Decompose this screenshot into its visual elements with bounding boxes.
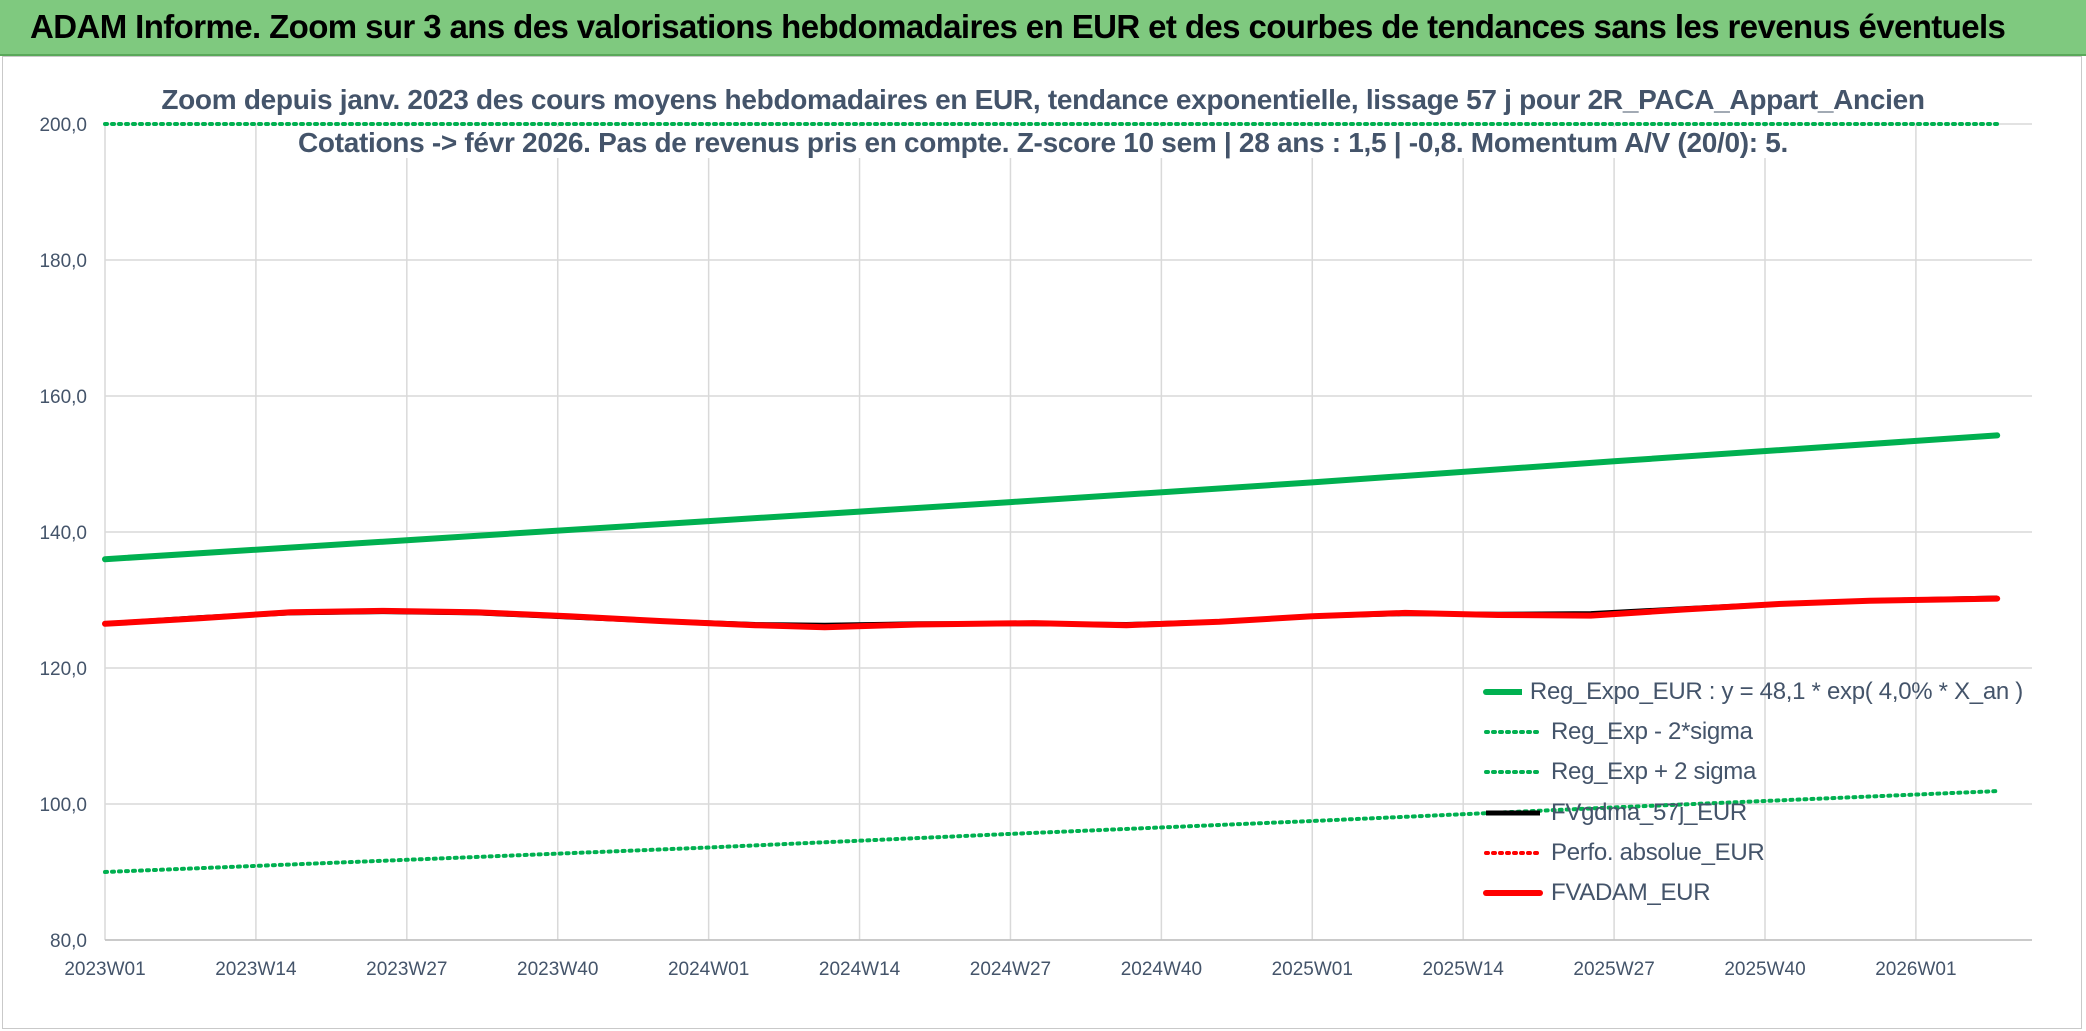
chart-title-line2: Cotations -> févr 2026. Pas de revenus p… [0,127,2086,159]
series-lines [102,122,2001,874]
legend-label: FVADAM_EUR [1551,879,1711,907]
x-tick-label: 2024W40 [1121,959,1202,980]
legend-label: FVgdma_57j_EUR [1551,798,1747,826]
x-tick-label: 2023W27 [366,959,447,980]
y-axis: 80,0 100,0 120,0 140,0 160,0 180,0 200,0 [39,115,87,952]
legend-item: Reg_Exp - 2*sigma [1483,712,2023,752]
chart-title-line1: Zoom depuis janv. 2023 des cours moyens … [0,84,2086,116]
report-header: ADAM Informe. Zoom sur 3 ans des valoris… [0,0,2086,56]
legend-swatch [1484,850,1542,855]
x-tick-label: 2023W40 [517,959,598,980]
chart-legend: Reg_Expo_EUR : y = 48,1 * exp( 4,0% * X_… [1483,672,2023,913]
y-tick-label: 140,0 [39,523,87,544]
legend-swatch [1484,770,1542,775]
x-tick-label: 2024W14 [819,959,901,980]
legend-item: Reg_Expo_EUR : y = 48,1 * exp( 4,0% * X_… [1483,672,2023,712]
x-tick-label: 2024W27 [970,959,1051,980]
chart-area [2,56,2082,1029]
legend-swatch [1483,890,1543,897]
y-tick-label: 80,0 [50,931,87,952]
x-tick-label: 2026W01 [1875,959,1956,980]
legend-item: Perfo. absolue_EUR [1483,833,2023,873]
chart-title-line2-text: Cotations -> févr 2026. Pas de revenus p… [289,127,1797,158]
legend-label: Perfo. absolue_EUR [1551,838,1765,866]
y-tick-label: 120,0 [39,659,87,680]
x-tick-label: 2025W27 [1573,959,1654,980]
y-tick-label: 100,0 [39,795,87,816]
x-tick-label: 2024W01 [668,959,749,980]
y-tick-label: 180,0 [39,251,87,272]
series-line-1 [103,789,2000,874]
x-tick-label: 2025W14 [1423,959,1505,980]
legend-item: FVgdma_57j_EUR [1483,793,2023,833]
series-line-0 [102,432,2001,563]
legend-swatch [1483,689,1522,696]
y-tick-label: 200,0 [39,115,87,136]
legend-label: Reg_Expo_EUR : y = 48,1 * exp( 4,0% * X_… [1529,678,2023,706]
report-title: ADAM Informe. Zoom sur 3 ans des valoris… [30,8,2006,45]
x-tick-label: 2025W01 [1272,959,1353,980]
x-tick-label: 2023W14 [215,959,297,980]
legend-swatch [1486,810,1540,816]
x-axis: 2023W01 2023W14 2023W27 2023W40 2024W01 2024W… [64,959,1956,980]
chart-title-line1-text: Zoom depuis janv. 2023 des cours moyens … [153,84,1933,115]
legend-swatch [1484,730,1542,735]
series-line-5 [102,595,2001,631]
x-tick-label: 2025W40 [1724,959,1805,980]
x-tick-label: 2023W01 [64,959,145,980]
y-tick-label: 160,0 [39,387,87,408]
legend-item: FVADAM_EUR [1483,873,2023,913]
legend-label: Reg_Exp + 2 sigma [1551,758,1757,786]
legend-label: Reg_Exp - 2*sigma [1551,718,1753,746]
legend-item: Reg_Exp + 2 sigma [1483,752,2023,792]
